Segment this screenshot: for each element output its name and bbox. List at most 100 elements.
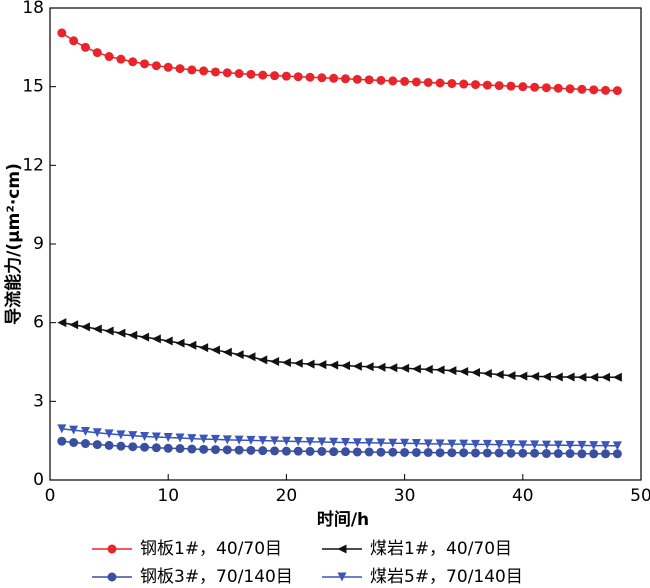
marker xyxy=(364,362,374,372)
marker xyxy=(565,449,575,459)
marker xyxy=(482,439,492,449)
marker xyxy=(337,572,347,582)
legend-label: 钢板1#，40/70目 xyxy=(140,539,282,559)
marker xyxy=(187,444,197,454)
marker xyxy=(589,85,599,95)
marker xyxy=(187,434,197,444)
marker xyxy=(80,42,90,52)
marker xyxy=(258,70,268,80)
marker xyxy=(376,75,386,85)
marker xyxy=(246,435,256,445)
marker xyxy=(151,432,161,442)
marker xyxy=(92,324,102,334)
marker xyxy=(305,72,315,82)
marker xyxy=(577,372,587,382)
marker xyxy=(187,65,197,75)
marker xyxy=(80,439,90,449)
marker xyxy=(199,343,209,353)
marker xyxy=(435,365,445,375)
marker xyxy=(601,372,611,382)
marker xyxy=(506,440,516,450)
marker xyxy=(589,449,599,459)
x-tick-label: 10 xyxy=(157,486,179,506)
marker xyxy=(541,83,551,93)
marker xyxy=(270,446,280,456)
marker xyxy=(400,447,410,457)
marker xyxy=(329,360,339,370)
marker xyxy=(128,442,138,452)
marker xyxy=(281,446,291,456)
marker xyxy=(234,445,244,455)
marker xyxy=(234,435,244,445)
marker xyxy=(530,448,540,458)
marker xyxy=(116,430,126,440)
marker xyxy=(553,83,563,93)
marker xyxy=(341,438,350,448)
marker xyxy=(471,367,481,377)
marker xyxy=(69,320,79,330)
marker xyxy=(222,347,232,357)
marker xyxy=(482,369,492,379)
marker xyxy=(459,79,469,89)
marker xyxy=(57,28,67,38)
marker xyxy=(459,448,469,458)
marker xyxy=(494,81,504,91)
marker xyxy=(565,84,575,94)
marker xyxy=(107,544,117,554)
marker xyxy=(518,371,528,381)
marker xyxy=(293,436,303,446)
marker xyxy=(104,429,114,439)
marker xyxy=(104,326,114,336)
marker xyxy=(175,338,185,348)
marker xyxy=(163,62,173,72)
marker xyxy=(140,332,150,342)
marker xyxy=(281,358,291,368)
marker xyxy=(210,345,220,355)
marker xyxy=(482,448,492,458)
marker xyxy=(329,73,339,83)
marker xyxy=(258,355,268,365)
marker xyxy=(577,440,587,450)
marker xyxy=(270,436,280,446)
marker xyxy=(388,363,398,373)
legend-label: 煤岩1#，40/70目 xyxy=(370,539,512,559)
y-tick-label: 9 xyxy=(33,234,44,254)
x-tick-label: 40 xyxy=(512,486,534,506)
y-tick-label: 6 xyxy=(33,313,44,333)
marker xyxy=(518,448,528,458)
marker xyxy=(116,441,126,451)
marker xyxy=(494,448,504,458)
marker xyxy=(506,448,516,458)
marker xyxy=(400,76,410,86)
marker xyxy=(140,442,150,452)
marker xyxy=(423,447,433,457)
marker xyxy=(388,76,398,86)
marker xyxy=(352,438,362,448)
marker xyxy=(423,77,433,87)
marker xyxy=(565,372,575,382)
marker xyxy=(317,73,327,83)
marker xyxy=(553,440,563,450)
marker xyxy=(589,441,599,451)
legend-label: 煤岩5#，70/140目 xyxy=(370,567,523,587)
marker xyxy=(246,69,256,79)
marker xyxy=(57,318,67,328)
marker xyxy=(293,446,303,456)
marker xyxy=(128,330,138,340)
y-axis-label: 导流能力/(μm²·cm) xyxy=(3,163,24,325)
marker xyxy=(352,74,362,84)
marker xyxy=(258,446,268,456)
marker xyxy=(364,447,374,457)
marker xyxy=(107,572,117,582)
marker xyxy=(337,544,347,554)
marker xyxy=(341,361,350,371)
marker xyxy=(281,436,291,446)
y-tick-label: 3 xyxy=(33,391,44,411)
marker xyxy=(80,426,90,436)
marker xyxy=(317,446,327,456)
marker xyxy=(92,428,102,438)
marker xyxy=(518,82,528,92)
marker xyxy=(553,449,563,459)
marker xyxy=(423,439,433,449)
